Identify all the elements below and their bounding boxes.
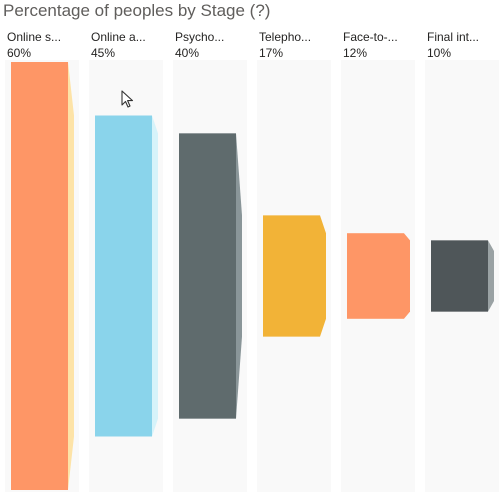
funnel-bar[interactable] [431, 240, 488, 311]
funnel-connector [404, 233, 410, 319]
funnel-connector [68, 62, 74, 490]
funnel-bar[interactable] [347, 233, 404, 319]
funnel-bar[interactable] [11, 62, 68, 490]
funnel-connector [236, 133, 242, 418]
funnel-bar[interactable] [179, 133, 236, 418]
funnel-connector [488, 240, 494, 311]
funnel-connector [320, 215, 326, 336]
mouse-cursor-icon [121, 90, 135, 110]
funnel-bar[interactable] [95, 116, 152, 437]
funnel-connector [152, 116, 158, 437]
funnel-bar[interactable] [263, 215, 320, 336]
